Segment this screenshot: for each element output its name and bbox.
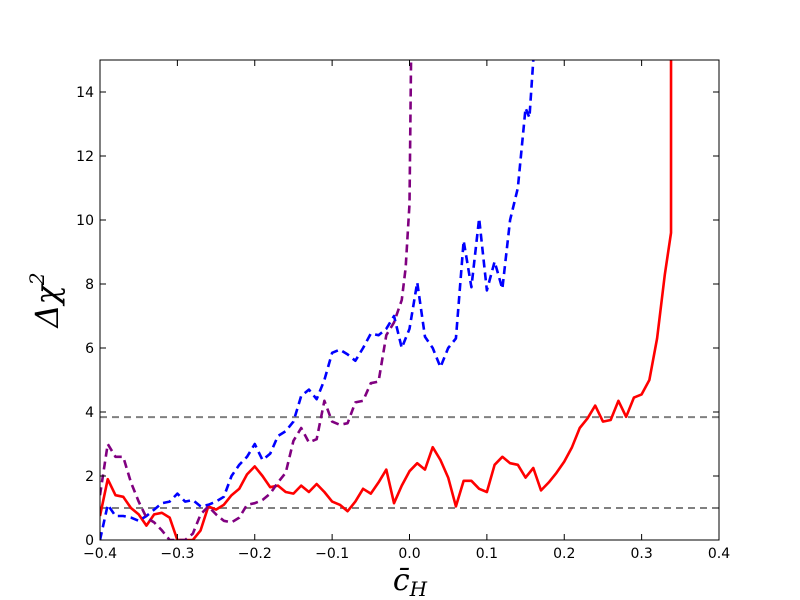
y-tick-label: 14 [76, 85, 94, 101]
series-line-0 [100, 60, 673, 540]
x-tick-label: −0.3 [160, 546, 194, 562]
x-axis-title: c̄H [393, 563, 428, 600]
y-tick-label: 0 [85, 533, 94, 549]
y-axis-ticks: 0 2 4 6 8 10 12 14 [76, 85, 719, 549]
x-tick-label: 0.4 [708, 546, 730, 562]
series-line-1 [100, 60, 535, 540]
x-tick-label: −0.4 [83, 546, 117, 562]
y-axis-title: Δχ2 [25, 272, 66, 329]
x-tick-label: −0.1 [315, 546, 349, 562]
plot-area [100, 60, 719, 540]
y-tick-label: 12 [76, 149, 94, 165]
y-tick-label: 2 [85, 469, 94, 485]
y-tick-label: 6 [85, 341, 94, 357]
y-tick-label: 4 [85, 405, 94, 421]
series-layer [100, 60, 673, 540]
y-tick-label: 8 [85, 277, 94, 293]
x-tick-label: 0.2 [553, 546, 575, 562]
y-tick-label: 10 [76, 213, 94, 229]
x-tick-label: 0.1 [476, 546, 498, 562]
x-axis-ticks: −0.4 −0.3 −0.2 −0.1 0.0 0.1 0.2 0.3 0.4 [83, 60, 730, 562]
series-line-2 [100, 60, 413, 540]
x-tick-label: 0.0 [398, 546, 420, 562]
y-axis-title-superscript: 2 [25, 272, 49, 286]
x-axis-title-subscript: H [409, 577, 428, 600]
x-tick-label: −0.2 [238, 546, 272, 562]
x-tick-label: 0.3 [630, 546, 652, 562]
